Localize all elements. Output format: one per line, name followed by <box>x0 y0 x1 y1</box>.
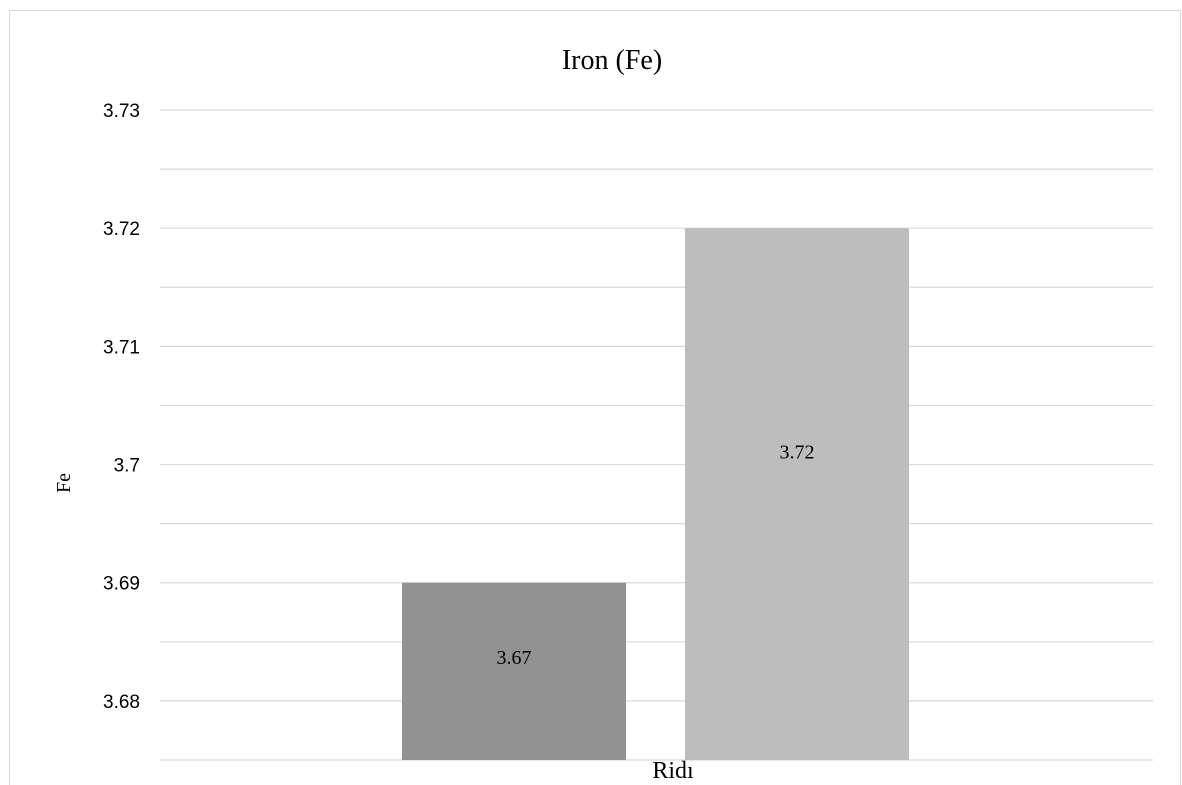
data-labels: 3.67 3.72 <box>497 442 815 670</box>
y-axis-ticks: 3.73 3.72 3.71 3.7 3.69 3.68 <box>103 101 140 713</box>
bars <box>402 228 909 760</box>
bar-data-label: 3.72 <box>780 442 815 464</box>
y-tick-label: 3.69 <box>103 574 140 595</box>
bar-data-label: 3.67 <box>497 647 532 669</box>
y-axis-label: Fe <box>53 473 75 493</box>
chart-title: Iron (Fe) <box>562 45 662 76</box>
y-tick-label: 3.68 <box>103 692 140 713</box>
y-tick-label: 3.73 <box>103 101 140 122</box>
y-tick-label: 3.7 <box>114 456 140 477</box>
bar <box>685 228 909 760</box>
gridlines <box>160 109 1153 761</box>
y-tick-label: 3.71 <box>103 337 140 358</box>
x-axis-label: Ridı <box>652 758 694 784</box>
chart-frame <box>9 10 1181 785</box>
y-tick-label: 3.72 <box>103 219 140 240</box>
bar <box>402 582 626 760</box>
